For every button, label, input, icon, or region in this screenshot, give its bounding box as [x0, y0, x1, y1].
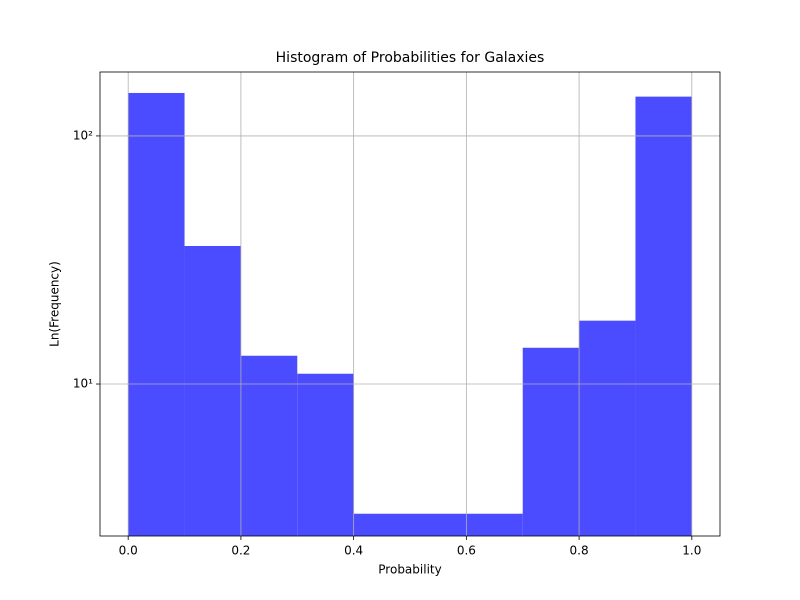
bar — [353, 513, 410, 536]
plot-frame — [99, 71, 721, 537]
chart-title: Histogram of Probabilities for Galaxies — [276, 50, 545, 66]
bar — [466, 513, 523, 536]
y-tick-label: 10¹ — [73, 377, 93, 391]
bar — [579, 320, 636, 536]
x-axis-label: Probability — [378, 563, 441, 577]
y-tick-label: 10² — [73, 128, 93, 142]
x-tick-label: 1.0 — [682, 544, 701, 558]
x-tick-label: 0.4 — [344, 544, 363, 558]
bar — [297, 373, 354, 536]
bar — [410, 513, 467, 536]
bar — [128, 92, 185, 536]
bar — [240, 355, 298, 536]
x-tick-label: 0.6 — [457, 544, 476, 558]
bar — [184, 246, 241, 537]
y-axis-label: Ln(Frequency) — [48, 261, 62, 347]
x-tick-label: 0.0 — [119, 544, 138, 558]
bar — [635, 96, 692, 536]
x-tick-label: 0.8 — [570, 544, 589, 558]
bar — [522, 347, 580, 536]
x-tick-label: 0.2 — [231, 544, 250, 558]
